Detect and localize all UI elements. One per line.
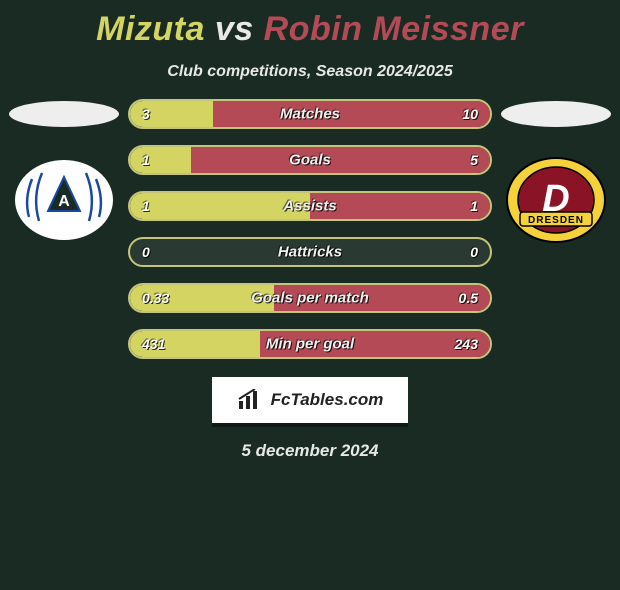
main-layout: A 310Matches15Goals11Assists00Hattricks0…	[0, 99, 620, 359]
branding-badge: FcTables.com	[212, 377, 408, 423]
stat-value-right: 243	[455, 336, 478, 352]
stat-value-right: 5	[470, 152, 478, 168]
player2-flag	[501, 101, 611, 127]
subtitle: Club competitions, Season 2024/2025	[0, 63, 620, 81]
branding-text: FcTables.com	[271, 390, 384, 410]
stat-row: 1 5 Goals	[128, 145, 492, 175]
stat-value-left: 431	[142, 336, 165, 352]
vs-text: vs	[215, 10, 254, 48]
stat-label: Min per goal	[266, 336, 354, 353]
stat-bars: 3 10 Matches 1 5 Goals 1 1 Assists 0 0 Hattricks 0.3…	[124, 99, 496, 359]
club-crest-left: A	[14, 159, 114, 241]
stat-fill-right	[213, 101, 490, 127]
stat-label: Goals	[289, 152, 331, 169]
left-side: A	[4, 99, 124, 241]
stat-row: 0.33 0.5 Goals per match	[128, 283, 492, 313]
stat-label: Matches	[280, 106, 340, 123]
stat-row: 1 1 Assists	[128, 191, 492, 221]
stat-value-right: 0	[470, 244, 478, 260]
stat-value-left: 1	[142, 198, 150, 214]
stat-fill-right	[191, 147, 490, 173]
stat-label: Goals per match	[251, 290, 369, 307]
stat-label: Hattricks	[278, 244, 342, 261]
stat-value-left: 0.33	[142, 290, 169, 306]
svg-text:DRESDEN: DRESDEN	[528, 215, 584, 226]
stat-value-left: 0	[142, 244, 150, 260]
club-crest-right: D DRESDEN	[506, 159, 606, 241]
stat-row: 0 0 Hattricks	[128, 237, 492, 267]
right-side: D DRESDEN	[496, 99, 616, 241]
player1-flag	[9, 101, 119, 127]
stat-value-right: 0.5	[459, 290, 478, 306]
player1-name: Mizuta	[96, 10, 205, 48]
comparison-title: Mizuta vs Robin Meissner	[0, 10, 620, 49]
stat-value-right: 10	[462, 106, 478, 122]
player2-name: Robin Meissner	[264, 10, 524, 48]
crest-left-svg: A	[14, 159, 114, 241]
stat-row: 3 10 Matches	[128, 99, 492, 129]
branding-chart-icon	[237, 389, 265, 411]
svg-text:A: A	[58, 193, 70, 210]
stat-fill-left	[130, 147, 191, 173]
crest-right-svg: D DRESDEN	[506, 157, 606, 243]
stat-value-left: 1	[142, 152, 150, 168]
stat-fill-right	[310, 193, 490, 219]
stat-value-left: 3	[142, 106, 150, 122]
stat-value-right: 1	[470, 198, 478, 214]
stat-label: Assists	[283, 198, 336, 215]
date-text: 5 december 2024	[0, 441, 620, 461]
stat-row: 431 243 Min per goal	[128, 329, 492, 359]
